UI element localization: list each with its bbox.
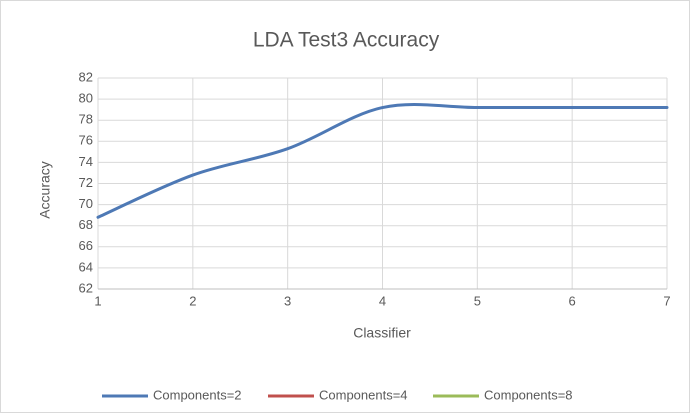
y-tick-label: 70 [79, 196, 93, 211]
y-tick-label: 72 [79, 175, 93, 190]
y-tick-label: 62 [79, 280, 93, 295]
y-tick-label: 80 [79, 91, 93, 106]
legend-label: Components=2 [153, 387, 242, 402]
legend-label: Components=8 [484, 387, 573, 402]
y-tick-label: 74 [79, 154, 93, 169]
x-tick-label: 2 [189, 293, 196, 308]
y-tick-label: 78 [79, 112, 93, 127]
legend-label: Components=4 [319, 387, 408, 402]
y-tick-label: 64 [79, 259, 93, 274]
y-tick-label: 82 [79, 69, 93, 84]
x-tick-label: 4 [379, 293, 386, 308]
x-tick-label: 1 [94, 293, 101, 308]
x-tick-label: 5 [474, 293, 481, 308]
x-axis-label: Classifier [353, 325, 411, 341]
line [96, 103, 669, 219]
chart-title: LDA Test3 Accuracy [253, 29, 440, 52]
y-tick-label: 68 [79, 217, 93, 232]
y-tick-label: 66 [79, 238, 93, 253]
x-tick-label: 7 [663, 293, 670, 308]
x-tick-label: 6 [569, 293, 576, 308]
x-tick-label: 3 [284, 293, 291, 308]
y-tick-label: 76 [79, 133, 93, 148]
y-axis-label: Accuracy [37, 161, 53, 219]
